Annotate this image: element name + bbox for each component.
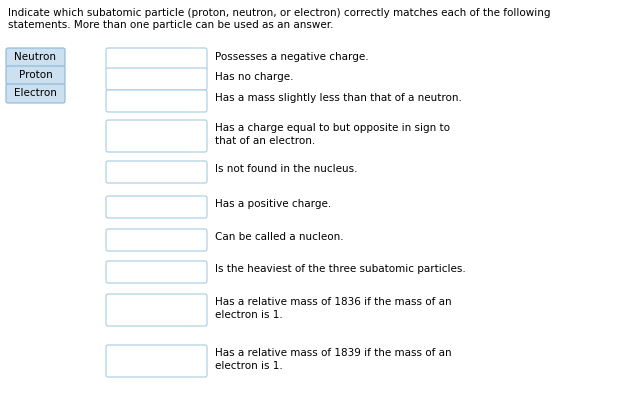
Text: Has a relative mass of 1836 if the mass of an
electron is 1.: Has a relative mass of 1836 if the mass … — [215, 297, 451, 320]
Text: Proton: Proton — [19, 71, 52, 81]
Text: Has a mass slightly less than that of a neutron.: Has a mass slightly less than that of a … — [215, 93, 462, 103]
Text: Indicate which subatomic particle (proton, neutron, or electron) correctly match: Indicate which subatomic particle (proto… — [8, 8, 551, 18]
FancyBboxPatch shape — [106, 161, 207, 183]
FancyBboxPatch shape — [106, 229, 207, 251]
Text: Can be called a nucleon.: Can be called a nucleon. — [215, 232, 344, 242]
FancyBboxPatch shape — [6, 66, 65, 85]
Text: Electron: Electron — [14, 88, 57, 99]
Text: Possesses a negative charge.: Possesses a negative charge. — [215, 52, 368, 62]
Text: Has a relative mass of 1839 if the mass of an
electron is 1.: Has a relative mass of 1839 if the mass … — [215, 348, 451, 371]
FancyBboxPatch shape — [106, 294, 207, 326]
Text: Has no charge.: Has no charge. — [215, 72, 294, 82]
FancyBboxPatch shape — [106, 68, 207, 90]
FancyBboxPatch shape — [106, 196, 207, 218]
Text: Neutron: Neutron — [15, 53, 57, 62]
FancyBboxPatch shape — [106, 345, 207, 377]
FancyBboxPatch shape — [106, 90, 207, 112]
FancyBboxPatch shape — [106, 120, 207, 152]
Text: Is not found in the nucleus.: Is not found in the nucleus. — [215, 164, 357, 174]
FancyBboxPatch shape — [106, 261, 207, 283]
Text: Has a charge equal to but opposite in sign to
that of an electron.: Has a charge equal to but opposite in si… — [215, 123, 450, 146]
FancyBboxPatch shape — [6, 48, 65, 67]
Text: statements. More than one particle can be used as an answer.: statements. More than one particle can b… — [8, 20, 334, 30]
Text: Has a positive charge.: Has a positive charge. — [215, 199, 331, 209]
FancyBboxPatch shape — [6, 84, 65, 103]
Text: Is the heaviest of the three subatomic particles.: Is the heaviest of the three subatomic p… — [215, 264, 466, 274]
FancyBboxPatch shape — [106, 48, 207, 70]
